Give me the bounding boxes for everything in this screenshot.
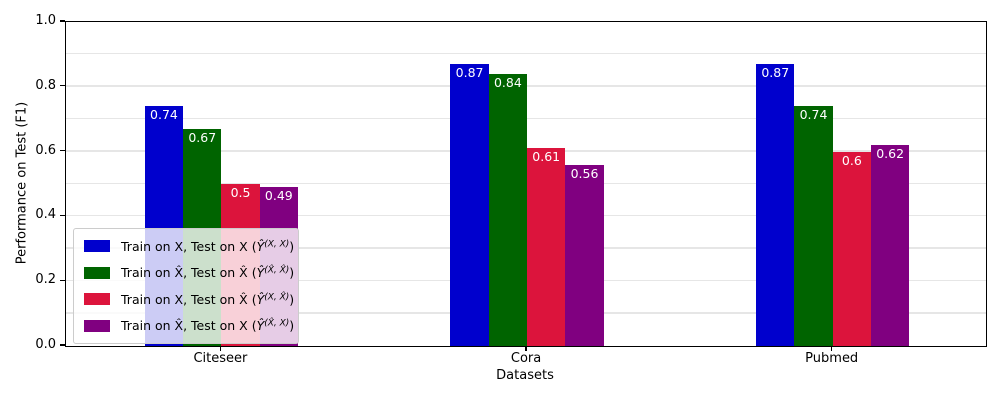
bar-value-label: 0.74 bbox=[150, 107, 178, 123]
bar-value-label: 0.6 bbox=[841, 152, 862, 168]
y-axis-label: Performance on Test (F1) bbox=[14, 101, 30, 265]
bar-value-label: 0.49 bbox=[264, 188, 293, 204]
bar-value-label: 0.67 bbox=[188, 129, 217, 145]
x-axis-label: Datasets bbox=[496, 368, 554, 383]
bar-value-label: 0.84 bbox=[493, 74, 522, 90]
bar-value-label: 0.74 bbox=[799, 107, 828, 123]
bar-value-label: 0.61 bbox=[532, 149, 561, 165]
bar-value-label: 0.62 bbox=[876, 146, 905, 162]
y-tick-mark bbox=[60, 344, 65, 346]
legend: Train on X, Test on X (Ŷ(X, X)) Train on … bbox=[73, 228, 299, 344]
y-tick-mark bbox=[60, 214, 65, 217]
bar-pubmed-series4 bbox=[871, 145, 910, 346]
x-tick-mark bbox=[831, 346, 833, 351]
y-tick-label: 0.6 bbox=[35, 142, 56, 158]
bar-pubmed-series2 bbox=[794, 106, 833, 346]
bar-value-label: 0.87 bbox=[761, 65, 790, 81]
bar-pubmed-series3 bbox=[832, 151, 871, 346]
bar-value-label: 0.87 bbox=[455, 65, 484, 81]
y-tick-label: 0.4 bbox=[35, 207, 56, 223]
y-tick-mark bbox=[60, 149, 65, 152]
y-tick-mark bbox=[60, 279, 65, 281]
legend-item-label: Train on X̂, Test on X (Ŷ(X̂, X)) bbox=[121, 318, 295, 334]
legend-item-3: Train on X, Test on X̂ (Ŷ(X, X̂)) bbox=[80, 286, 295, 313]
legend-item-1: Train on X, Test on X (Ŷ(X, X)) bbox=[80, 233, 295, 260]
bar-value-label: 0.56 bbox=[570, 165, 599, 181]
y-tick-label: 0.0 bbox=[35, 337, 56, 352]
x-tick-mark bbox=[219, 346, 222, 351]
bar-pubmed-series1 bbox=[756, 64, 795, 346]
gridline bbox=[66, 52, 986, 55]
x-tick-label-citeseer: Citeseer bbox=[193, 351, 248, 366]
legend-swatch bbox=[84, 293, 110, 306]
y-tick-mark bbox=[60, 20, 65, 22]
legend-item-4: Train on X̂, Test on X (Ŷ(X̂, X)) bbox=[80, 313, 295, 340]
legend-item-2: Train on X̂, Test on X̂ (Ŷ(X̂, X̂)) bbox=[80, 260, 295, 287]
bar-cora-series4 bbox=[565, 164, 604, 346]
x-tick-label-pubmed: Pubmed bbox=[805, 351, 859, 366]
bar-cora-series2 bbox=[488, 73, 528, 346]
y-tick-label: 1.0 bbox=[35, 13, 56, 28]
bar-cora-series1 bbox=[450, 64, 489, 346]
legend-item-label: Train on X, Test on X (Ŷ(X, X)) bbox=[121, 238, 295, 254]
legend-swatch bbox=[84, 240, 110, 253]
bar-value-label: 0.5 bbox=[230, 185, 251, 200]
y-tick-mark bbox=[60, 85, 65, 87]
y-tick-label: 0.2 bbox=[35, 272, 56, 288]
legend-swatch bbox=[84, 319, 110, 332]
legend-swatch bbox=[84, 266, 110, 279]
x-tick-label-cora: Cora bbox=[510, 351, 542, 366]
legend-item-label: Train on X̂, Test on X̂ (Ŷ(X̂, X̂)) bbox=[121, 265, 295, 281]
legend-item-label: Train on X, Test on X̂ (Ŷ(X, X̂)) bbox=[121, 291, 295, 307]
x-tick-mark bbox=[525, 346, 527, 351]
y-tick-label: 0.8 bbox=[35, 77, 56, 93]
bar-cora-series3 bbox=[527, 148, 566, 346]
